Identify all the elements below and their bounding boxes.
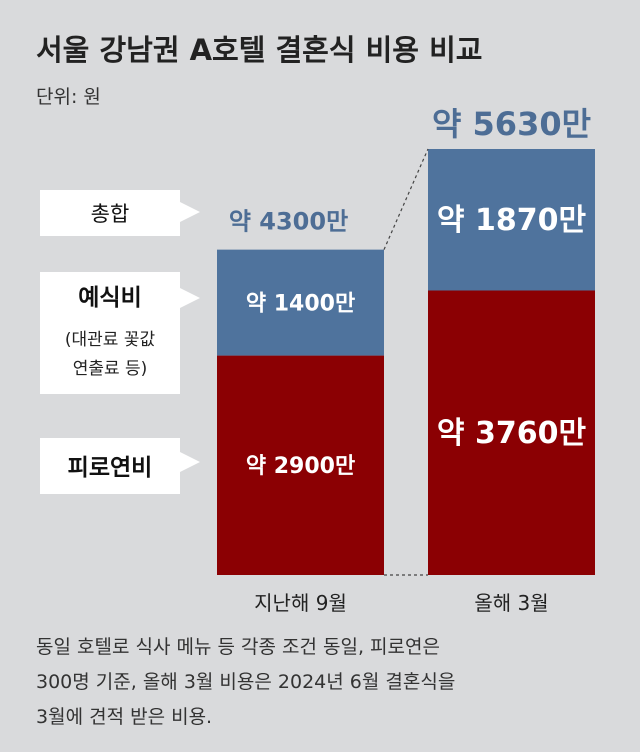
- bar-reception-1: [428, 290, 595, 575]
- bar-ceremony-0: [217, 249, 384, 356]
- total-label-0: 약 4300만: [229, 208, 348, 236]
- connector-lines: [383, 148, 429, 576]
- callout-total: 총합: [40, 190, 200, 236]
- callout-ceremony: 예식비 (대관료 꽃값 연출료 등): [40, 272, 200, 394]
- callout-reception-label: 피로연비: [68, 455, 153, 481]
- unit-label: 단위: 원: [36, 86, 101, 108]
- bar-reception-0: [217, 355, 384, 575]
- callout-ceremony-label: 예식비: [78, 285, 141, 311]
- footnote-line-1: 동일 호텔로 식사 메뉴 등 각종 조건 동일, 피로연은: [36, 636, 440, 658]
- bar-label-reception-0: 약 2900만: [246, 454, 355, 479]
- callout-ceremony-sub-1: (대관료 꽃값: [65, 330, 156, 350]
- x-tick-label-0: 지난해 9월: [254, 591, 347, 615]
- footnote-line-2: 300명 기준, 올해 3월 비용은 2024년 6월 결혼식을: [36, 671, 455, 693]
- footnote-line-3: 3월에 견적 받은 비용.: [36, 706, 212, 728]
- callout-total-label: 총합: [91, 202, 130, 226]
- callout-ceremony-sub-2: 연출료 등): [73, 359, 148, 379]
- callout-reception: 피로연비: [40, 438, 200, 494]
- bar-label-reception-1: 약 3760만: [437, 416, 587, 451]
- chart-title: 서울 강남권 A호텔 결혼식 비용 비교: [36, 33, 482, 67]
- bar-label-ceremony-0: 약 1400만: [246, 291, 355, 316]
- total-label-1: 약 5630만: [432, 105, 591, 143]
- bar-label-ceremony-1: 약 1870만: [437, 203, 587, 238]
- bar-ceremony-1: [428, 149, 595, 291]
- x-tick-label-1: 올해 3월: [474, 591, 548, 615]
- connector-top: [383, 148, 429, 250]
